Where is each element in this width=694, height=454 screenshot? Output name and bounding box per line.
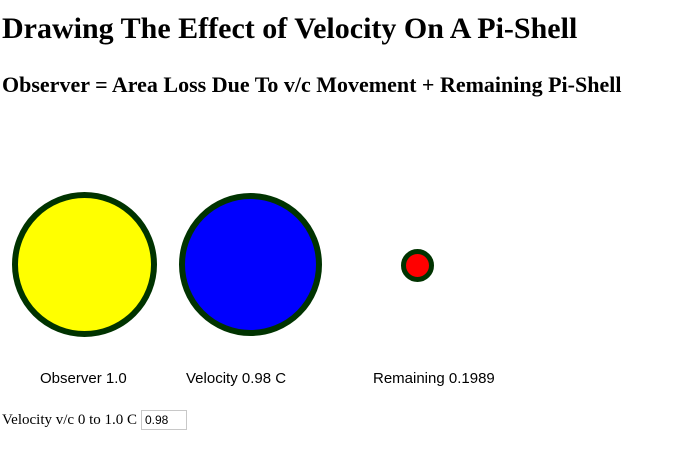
page-title: Drawing The Effect of Velocity On A Pi-S…	[2, 12, 578, 45]
remaining-label: Remaining 0.1989	[373, 370, 495, 387]
observer-circle	[12, 192, 157, 337]
remaining-circle	[401, 249, 434, 282]
velocity-input-label: Velocity v/c 0 to 1.0 C	[2, 412, 137, 428]
velocity-input-row: Velocity v/c 0 to 1.0 C	[2, 410, 187, 430]
pi-shell-canvas	[0, 180, 520, 360]
velocity-label: Velocity 0.98 C	[186, 370, 287, 387]
page-subtitle: Observer = Area Loss Due To v/c Movement…	[2, 72, 622, 97]
velocity-input[interactable]	[141, 410, 187, 430]
observer-label: Observer 1.0	[40, 370, 127, 387]
velocity-circle	[179, 193, 322, 336]
